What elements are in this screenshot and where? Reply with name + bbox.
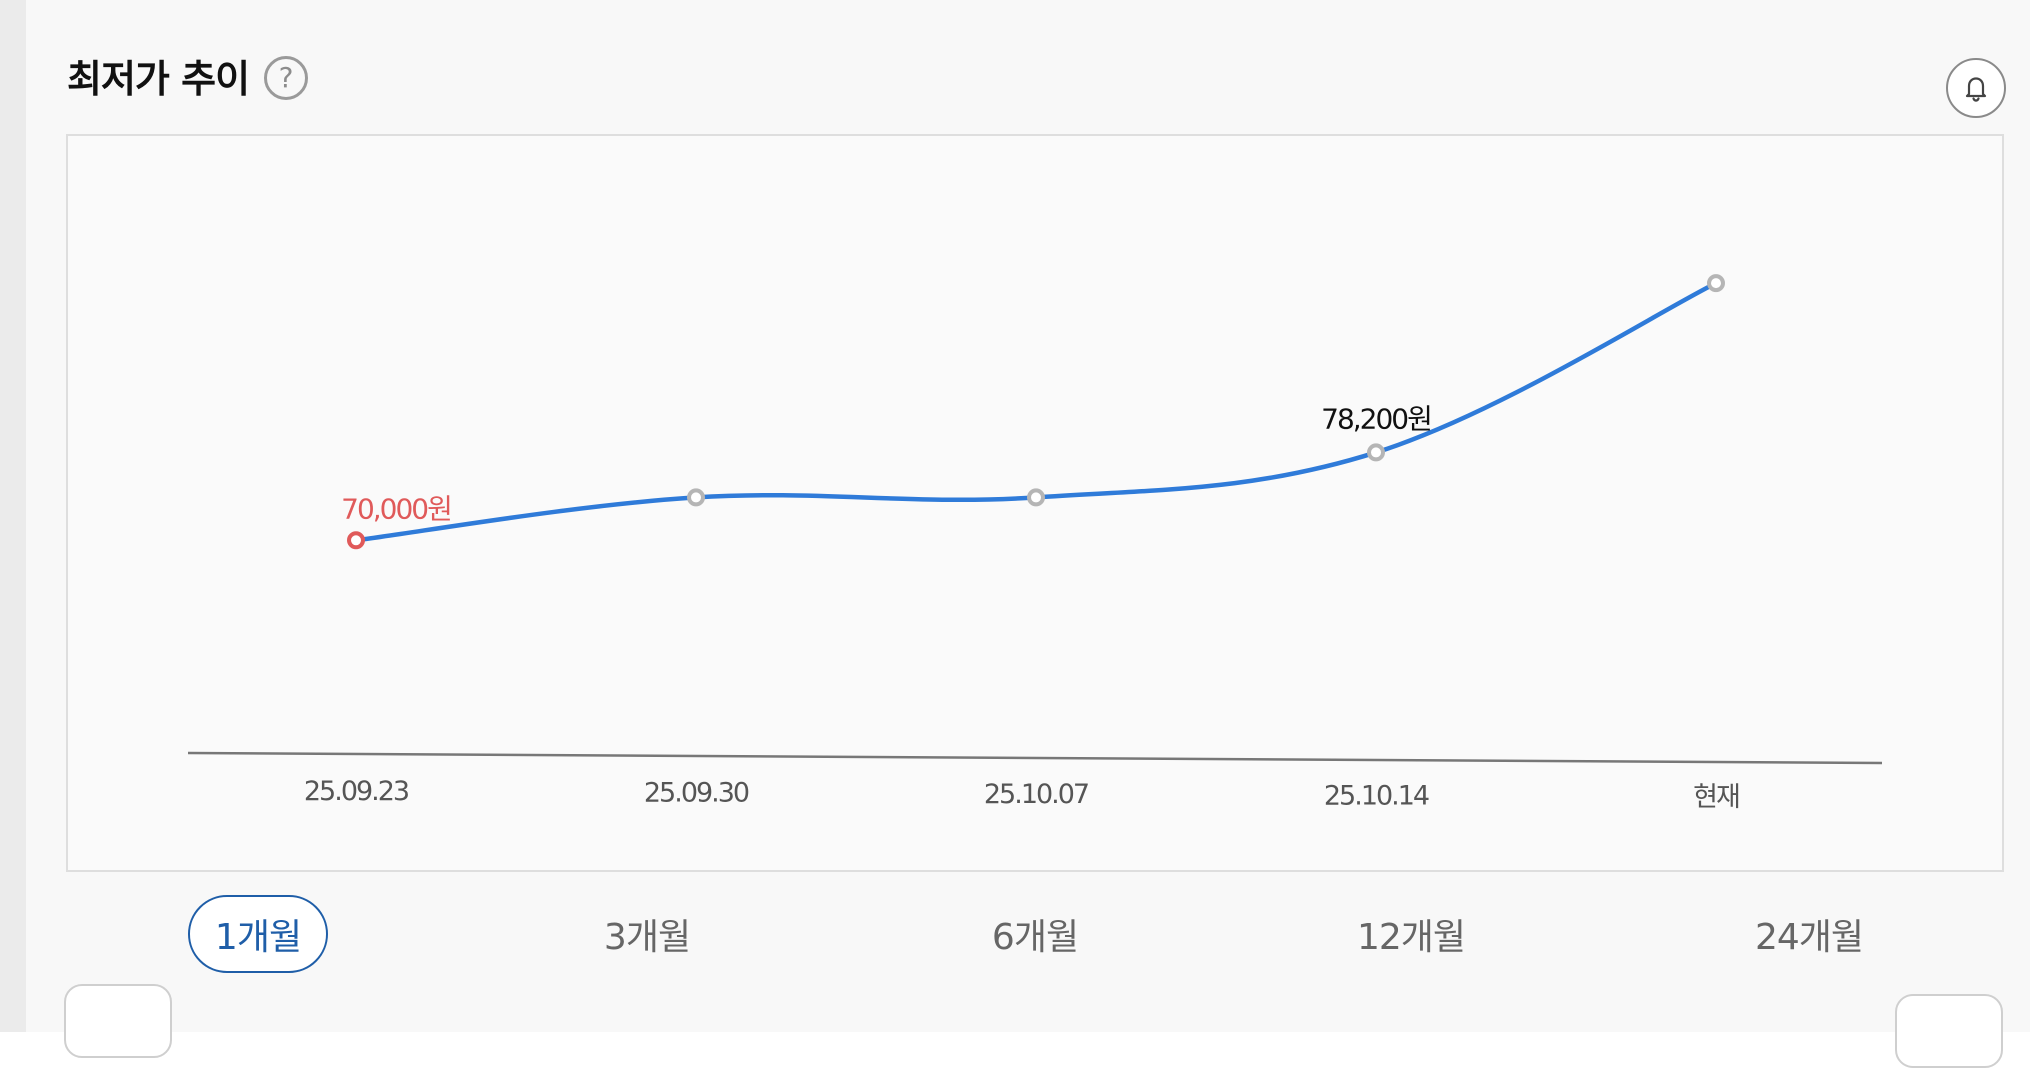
data-point-0[interactable] (347, 531, 365, 550)
x-tick-label-4: 현재 (1693, 782, 1739, 813)
data-point-3[interactable] (1367, 443, 1385, 462)
panel-title: 최저가 추이 (67, 57, 250, 101)
price-alert-button[interactable] (1946, 58, 2006, 118)
range-tab-2[interactable]: 6개월 (991, 917, 1079, 958)
x-tick-label-2: 25.10.07 (984, 779, 1088, 810)
left-edge-strip (0, 0, 26, 1032)
x-axis-line (187, 751, 1883, 765)
price-label-0: 70,000원 (341, 492, 451, 525)
price-label-3: 78,200원 (1321, 402, 1431, 435)
price-line-chart: 70,000원 25.09.23 25.09.30 25.10.07 78,200원 25… (187, 274, 1883, 813)
bottom-left-button[interactable] (64, 984, 172, 1058)
data-point-2[interactable] (1027, 488, 1045, 507)
range-tab-0[interactable]: 1개월 (188, 895, 328, 973)
x-tick-label-0: 25.09.23 (304, 776, 409, 807)
question-circle-icon[interactable]: ? (264, 56, 308, 100)
x-tick-label-3: 25.10.14 (1324, 781, 1429, 812)
bell-icon (1965, 77, 1987, 102)
range-tab-3[interactable]: 12개월 (1356, 917, 1466, 958)
x-tick-label-1: 25.09.30 (644, 778, 749, 809)
chart-area: 70,000원 25.09.23 25.09.30 25.10.07 78,200원 25… (66, 134, 2004, 872)
scroll-top-button[interactable] (1895, 994, 2003, 1068)
data-point-4[interactable] (1707, 274, 1725, 293)
data-point-1[interactable] (687, 488, 705, 507)
range-tab-4[interactable]: 24개월 (1754, 917, 1864, 958)
range-tab-1[interactable]: 3개월 (603, 917, 691, 958)
